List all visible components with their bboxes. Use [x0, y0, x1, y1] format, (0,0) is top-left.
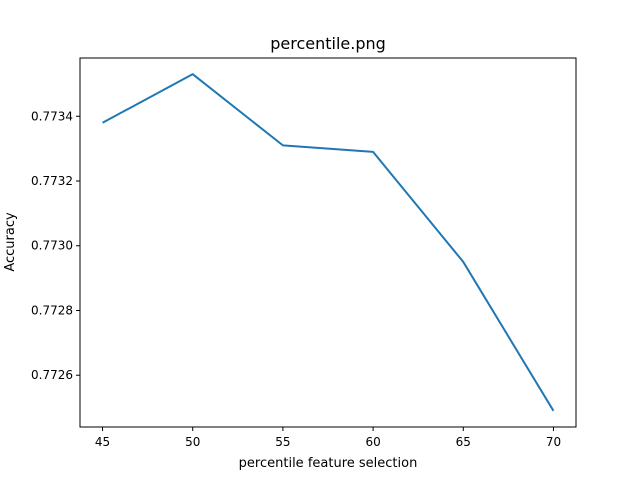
x-tick-label: 60: [365, 435, 380, 449]
x-tick-label: 65: [456, 435, 471, 449]
x-tick-label: 50: [185, 435, 200, 449]
x-tick-label: 70: [546, 435, 561, 449]
y-axis: 0.7726 0.7728 0.7730 0.7732 0.7734: [31, 109, 80, 382]
x-tick-label: 45: [95, 435, 110, 449]
y-tick-label: 0.7726: [31, 368, 73, 382]
y-tick-label: 0.7734: [31, 109, 73, 123]
y-tick-label: 0.7730: [31, 239, 73, 253]
series-line: [102, 73, 555, 412]
y-tick-label: 0.7732: [31, 174, 73, 188]
y-axis-label: Accuracy: [3, 212, 18, 272]
x-axis: 45 50 55 60 65 70: [95, 427, 561, 449]
plot-frame: [79, 57, 577, 428]
plot-area: [102, 73, 555, 412]
x-tick-label: 55: [275, 435, 290, 449]
chart-title: percentile.png: [270, 34, 386, 53]
x-axis-label: percentile feature selection: [239, 456, 418, 471]
y-tick-label: 0.7728: [31, 303, 73, 317]
